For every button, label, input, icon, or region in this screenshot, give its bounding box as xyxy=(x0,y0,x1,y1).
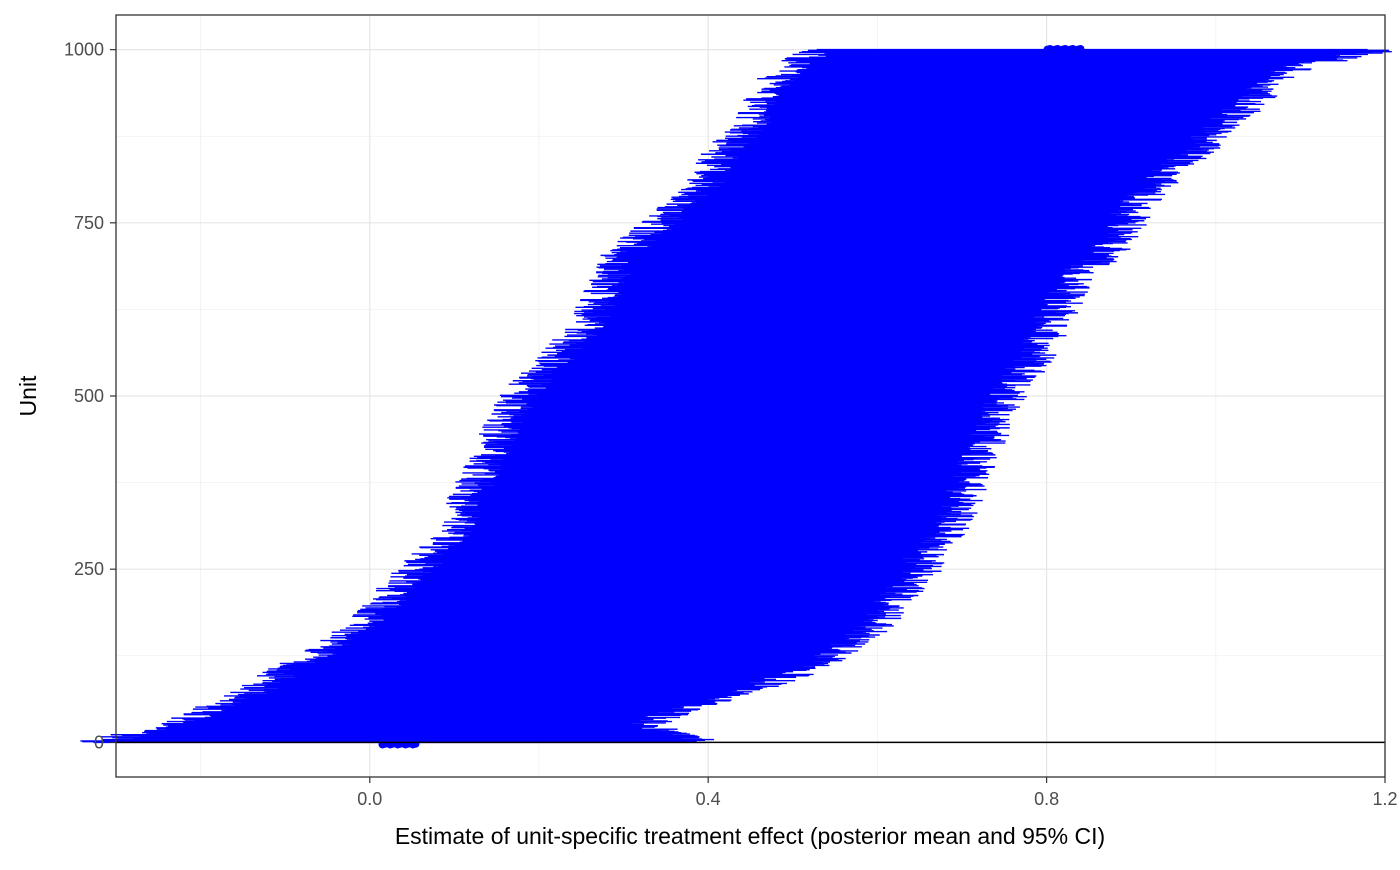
y-tick-label: 0 xyxy=(94,732,104,752)
mean-point xyxy=(1043,45,1052,54)
y-axis-title: Unit xyxy=(15,375,41,417)
y-tick-label: 750 xyxy=(74,213,104,233)
interval-series xyxy=(80,44,1392,749)
y-tick-label: 1000 xyxy=(64,40,104,60)
y-tick-label: 250 xyxy=(74,559,104,579)
x-tick-label: 0.0 xyxy=(357,789,382,809)
x-axis-ticks: 0.0 0.4 0.8 1.2 xyxy=(357,777,1398,809)
x-tick-label: 0.8 xyxy=(1034,789,1059,809)
mean-point xyxy=(411,739,420,748)
x-axis-title: Estimate of unit-specific treatment effe… xyxy=(395,823,1105,849)
y-tick-label: 500 xyxy=(74,386,104,406)
x-tick-label: 0.4 xyxy=(696,789,721,809)
y-axis-ticks: 0 250 500 750 1000 xyxy=(64,40,116,752)
x-tick-label: 1.2 xyxy=(1372,789,1397,809)
